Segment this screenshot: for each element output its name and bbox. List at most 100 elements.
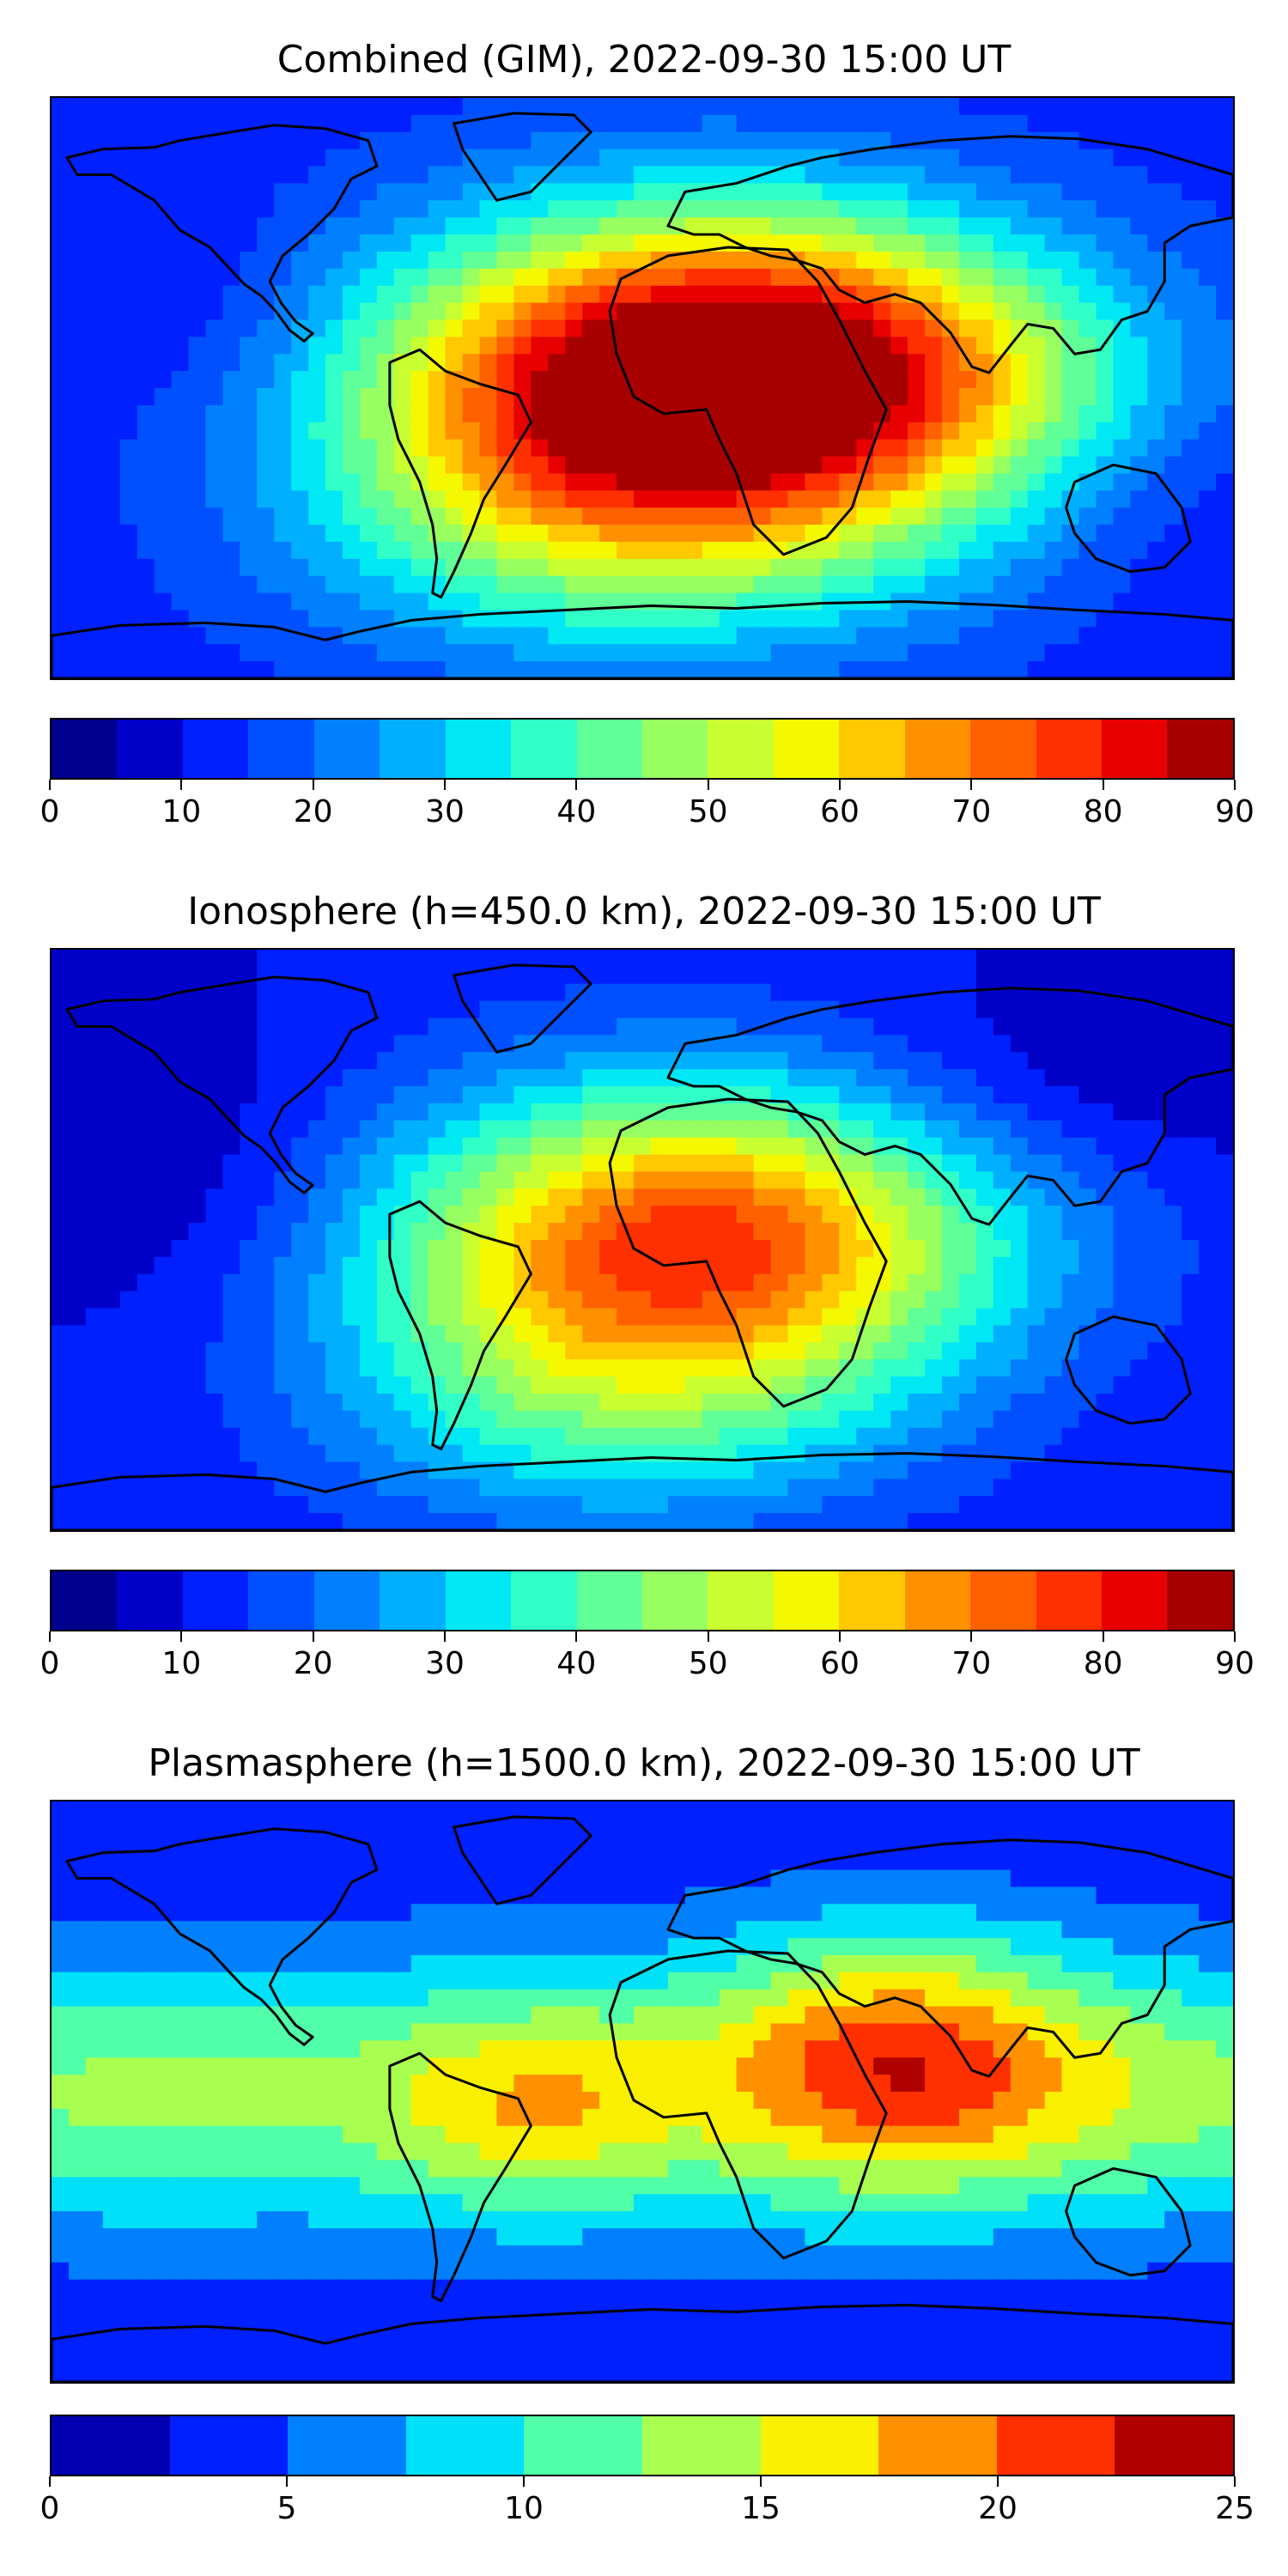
contour-cell (102, 541, 121, 560)
contour-cell (274, 558, 292, 577)
contour-cell (856, 1171, 874, 1189)
contour-cell (941, 1240, 960, 1258)
contour-cell (205, 456, 224, 475)
contour-cell (925, 1120, 943, 1139)
contour-cell (1147, 950, 1165, 968)
contour-cell (496, 1479, 515, 1497)
colorbar-segment (1036, 720, 1102, 778)
contour-cell (85, 1137, 104, 1156)
contour-cell (1164, 558, 1182, 577)
contour-cell (993, 575, 1012, 594)
contour-cell (805, 541, 823, 560)
contour-cell (822, 1479, 840, 1497)
contour-cell (719, 1273, 738, 1292)
contour-cell (410, 1103, 429, 1121)
contour-cell (240, 422, 258, 440)
contour-cell (770, 627, 789, 645)
contour-cell (222, 1835, 240, 1854)
contour-cell (205, 1818, 224, 1837)
contour-cell (410, 541, 429, 560)
contour-cell (805, 1154, 823, 1173)
contour-cell (1216, 439, 1233, 458)
contour-cell (667, 114, 686, 133)
contour-cell (428, 1513, 447, 1530)
contour-cell (993, 251, 1012, 270)
contour-cell (393, 627, 412, 645)
contour-cell (548, 114, 566, 133)
contour-cell (908, 1273, 926, 1292)
contour-cell (822, 1103, 840, 1121)
contour-cell (137, 388, 155, 406)
contour-cell (599, 983, 617, 1002)
contour-cell (359, 371, 378, 389)
contour-cell (222, 1052, 240, 1070)
contour-cell (171, 439, 190, 458)
contour-cell (958, 1342, 977, 1360)
contour-cell (188, 1496, 207, 1514)
contour-cell (805, 1052, 823, 1070)
contour-cell (222, 558, 240, 577)
contour-cell (325, 268, 343, 287)
contour-cell (222, 1496, 240, 1514)
contour-cell (873, 149, 891, 167)
contour-cell (308, 1223, 326, 1241)
contour-cell (428, 268, 447, 287)
contour-cell (531, 1069, 549, 1087)
contour-cell (805, 490, 823, 508)
contour-cell (1199, 1120, 1217, 1139)
contour-cell (822, 1325, 840, 1343)
contour-cell (993, 966, 1012, 985)
contour-cell (222, 1000, 240, 1019)
contour-cell (531, 1479, 549, 1497)
contour-cell (684, 183, 703, 201)
contour-cell (617, 439, 635, 458)
contour-cell (805, 404, 823, 423)
contour-cell (359, 490, 378, 508)
contour-cell (787, 234, 806, 252)
contour-cell (770, 1325, 789, 1343)
colorbar-segment (773, 720, 840, 778)
contour-cell (68, 1496, 87, 1514)
contour-cell (1061, 644, 1080, 662)
contour-cell (890, 1342, 908, 1360)
contour-cell (171, 251, 190, 270)
contour-cell (513, 131, 532, 150)
contour-cell (908, 1086, 926, 1104)
contour-cell (941, 1376, 960, 1394)
contour-cell (154, 1359, 173, 1377)
contour-cell (1061, 302, 1080, 321)
contour-cell (975, 98, 994, 116)
contour-cell (650, 490, 669, 508)
contour-cell (719, 1291, 738, 1309)
contour-cell (617, 98, 635, 116)
contour-cell (975, 1171, 994, 1189)
contour-cell (941, 1256, 960, 1275)
contour-cell (496, 1120, 515, 1139)
contour-cell (805, 1018, 823, 1036)
contour-cell (702, 1018, 720, 1036)
contour-cell (291, 1018, 309, 1036)
contour-cell (1096, 1801, 1115, 1820)
contour-cell (617, 404, 635, 423)
contour-cell (325, 1256, 343, 1275)
contour-cell (736, 644, 755, 662)
contour-cell (479, 507, 498, 526)
contour-cell (343, 285, 361, 304)
contour-cell (1027, 1376, 1046, 1394)
contour-cell (154, 1171, 173, 1189)
contour-cell (1027, 1188, 1046, 1206)
contour-cell (531, 285, 549, 304)
contour-cell (1199, 1444, 1217, 1463)
contour-cell (1078, 251, 1097, 270)
contour-cell (1044, 1801, 1063, 1820)
contour-cell (68, 1223, 87, 1241)
contour-cell (291, 1000, 309, 1019)
contour-cell (205, 950, 224, 968)
contour-cell (428, 950, 447, 968)
contour-cell (52, 507, 70, 526)
colorbar-segment (970, 1571, 1036, 1630)
contour-cell (171, 285, 190, 304)
contour-cell (634, 1240, 652, 1258)
contour-cell (188, 1171, 207, 1189)
contour-cell (684, 1256, 703, 1275)
